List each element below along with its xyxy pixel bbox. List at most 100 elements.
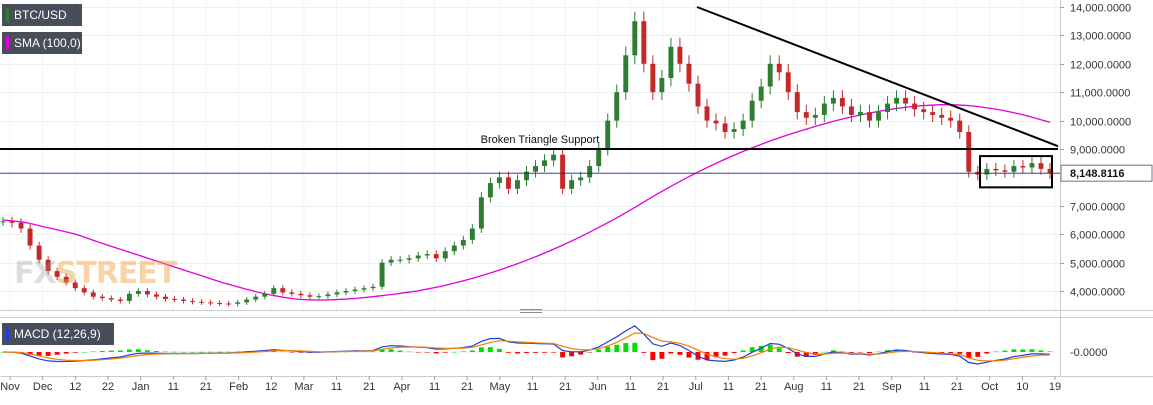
macd-histogram-bar: [469, 350, 475, 352]
x-tick-label: 11: [625, 381, 636, 393]
legend-sma-swatch: [6, 36, 9, 50]
candle-body: [803, 112, 809, 118]
candle-body: [740, 120, 746, 130]
macd-histogram-bar: [181, 351, 186, 353]
candle-body: [515, 180, 520, 189]
candle-body: [966, 131, 972, 172]
x-tick-label: 19: [1049, 381, 1061, 393]
macd-y-tick-label: -0.0000: [1070, 347, 1107, 359]
candle-body: [379, 262, 385, 287]
candle-body: [496, 177, 502, 184]
descending-trendline: [696, 6, 1059, 148]
legend-macd[interactable]: MACD (12,26,9): [2, 323, 114, 345]
x-tick-label: 11: [919, 381, 930, 393]
macd-histogram-bar: [758, 345, 764, 352]
macd-histogram-bar: [857, 352, 863, 353]
macd-histogram-bar: [560, 352, 566, 358]
macd-histogram-bar: [876, 351, 881, 353]
macd-histogram-bar: [235, 351, 241, 353]
sma-line: [2, 104, 1051, 301]
macd-histogram-bar: [36, 352, 42, 356]
macd-histogram-bar: [379, 348, 385, 352]
macd-histogram-bar: [226, 351, 232, 353]
pane-resize-handle[interactable]: [520, 309, 542, 315]
legend-symbol-label: BTC/USD: [14, 8, 67, 22]
macd-histogram-bar: [542, 352, 548, 353]
x-tick-label: 11: [723, 381, 734, 393]
candle-body: [749, 100, 755, 121]
macd-histogram-bar: [460, 351, 466, 352]
macd-histogram-bar: [126, 349, 132, 352]
candle-body: [569, 180, 575, 189]
macd-histogram-bar: [199, 351, 205, 353]
candle-body: [930, 112, 936, 115]
macd-histogram-bar: [90, 351, 96, 353]
macd-histogram-bar: [415, 352, 421, 353]
macd-histogram-bar: [957, 352, 963, 354]
macd-histogram-bar: [153, 351, 159, 352]
candle-body: [659, 78, 665, 93]
y-tick-label: 11,000.0000: [1070, 88, 1130, 100]
legend-sma[interactable]: SMA (100,0): [2, 32, 82, 54]
candle-body: [469, 228, 475, 240]
candle-body: [1011, 166, 1017, 172]
candle-body: [433, 254, 439, 259]
macd-histogram-bar: [298, 352, 304, 353]
macd-histogram-bar: [172, 351, 177, 353]
candle-body: [316, 296, 322, 298]
macd-histogram-bar: [533, 352, 538, 353]
candle-body: [262, 293, 268, 297]
candle-body: [650, 63, 656, 93]
macd-histogram-bar: [596, 349, 602, 352]
macd-histogram-bar: [54, 352, 60, 355]
macd-histogram-bar: [424, 352, 430, 353]
candle-body: [948, 117, 954, 121]
candle-body: [235, 302, 241, 304]
current-price-label: 8,148.8116: [1070, 168, 1124, 180]
candle-body: [280, 288, 286, 293]
support-line-label: Broken Triangle Support: [481, 134, 600, 146]
candle-body: [885, 103, 890, 113]
legend-macd-label: MACD (12,26,9): [14, 327, 101, 341]
candle-body: [172, 298, 177, 300]
x-tick-label: Apr: [393, 381, 410, 393]
legend-symbol[interactable]: BTC/USD: [2, 4, 82, 26]
macd-histogram-bar: [767, 344, 773, 352]
macd-histogram-bar: [45, 352, 51, 356]
candle-body: [993, 168, 999, 171]
macd-histogram-bar: [614, 344, 620, 352]
candle-body: [596, 149, 602, 167]
candle-body: [370, 286, 376, 289]
candle-body: [560, 154, 566, 189]
macd-histogram-bar: [208, 351, 214, 353]
candle-body: [487, 183, 493, 198]
macd-histogram-bar: [587, 352, 593, 353]
macd-histogram-bar: [451, 351, 457, 353]
macd-histogram-bar: [605, 346, 611, 352]
x-tick-label: Nov: [0, 381, 20, 393]
macd-histogram-bar: [722, 352, 728, 356]
macd-histogram-bar: [1029, 349, 1035, 352]
candle-body: [81, 288, 87, 293]
candle-body: [704, 106, 710, 121]
macd-histogram-bar: [686, 352, 692, 358]
candle-body: [632, 21, 638, 56]
macd-histogram-bar: [677, 352, 683, 355]
candle-body: [181, 299, 186, 301]
candle-body: [758, 86, 764, 101]
candle-body: [939, 114, 945, 118]
candle-body: [767, 63, 773, 87]
y-tick-label: 5,000.0000: [1070, 259, 1125, 271]
macd-histogram-bar: [948, 352, 954, 353]
candle-body: [388, 259, 394, 263]
candle-body: [117, 299, 123, 301]
macd-histogram-bar: [361, 351, 367, 353]
candle-body: [830, 97, 836, 104]
candle-body: [199, 301, 205, 303]
candle-body: [839, 97, 845, 107]
x-tick-label: Jun: [589, 381, 607, 393]
macd-histogram-bar: [713, 352, 719, 358]
macd-histogram-bar: [108, 350, 114, 352]
macd-histogram-bar: [966, 352, 972, 359]
candle-body: [623, 55, 629, 93]
